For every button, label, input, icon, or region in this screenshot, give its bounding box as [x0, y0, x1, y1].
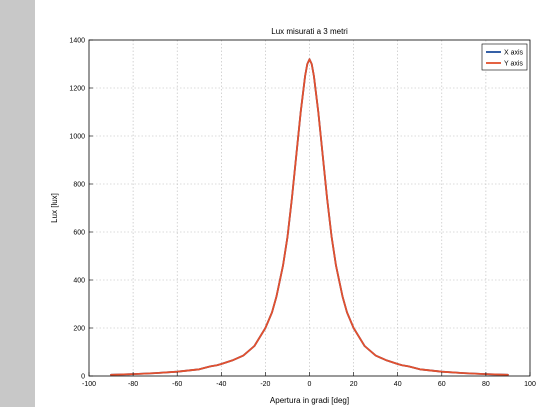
y-tick-label: 200 — [73, 326, 85, 333]
lux-chart: -100 -80 -60 -40 -20 0 20 40 60 80 100020040060080… — [50, 27, 536, 405]
y-tick-label: 1400 — [69, 38, 85, 45]
legend-box — [481, 43, 528, 71]
y-tick-label: 1000 — [69, 134, 85, 141]
x-tick-label: 0 — [308, 381, 312, 388]
legend-label-y-axis: Y axis — [504, 61, 523, 68]
x-tick-label: -80 — [128, 381, 138, 388]
y-tick-label: 0 — [81, 374, 85, 381]
y-axis-label: Lux [lux] — [50, 193, 59, 223]
axis-ticks: -100 -80 -60 -40 -20 0 20 40 60 80 100020040060080… — [69, 38, 536, 389]
legend-label-x-axis: X axis — [504, 50, 524, 57]
figure-window: -100 -80 -60 -40 -20 0 20 40 60 80 100 0 200 400 600 80… — [35, 0, 546, 407]
x-tick-label: -40 — [216, 381, 226, 388]
chart-title: Lux misurati a 3 metri — [271, 27, 348, 36]
x-tick-label: 100 — [524, 381, 536, 388]
y-tick-label: 400 — [73, 278, 85, 285]
grid-lines — [89, 40, 530, 376]
x-axis-label: Apertura in gradi [deg] — [270, 396, 349, 405]
series-lines — [110, 58, 509, 376]
y-tick-label: 600 — [73, 230, 85, 237]
series-line-y-axis — [110, 58, 509, 376]
y-tick-label: 800 — [73, 182, 85, 189]
y-tick-label: 1200 — [69, 86, 85, 93]
x-tick-label: 80 — [482, 381, 490, 388]
x-tick-label: 20 — [350, 381, 358, 388]
x-tick-label: 60 — [438, 381, 446, 388]
x-tick-label: -100 — [82, 381, 96, 388]
legend: X axis Y axis — [481, 43, 528, 71]
x-tick-label: -20 — [260, 381, 270, 388]
x-tick-label: -60 — [172, 381, 182, 388]
x-tick-label: 40 — [394, 381, 402, 388]
